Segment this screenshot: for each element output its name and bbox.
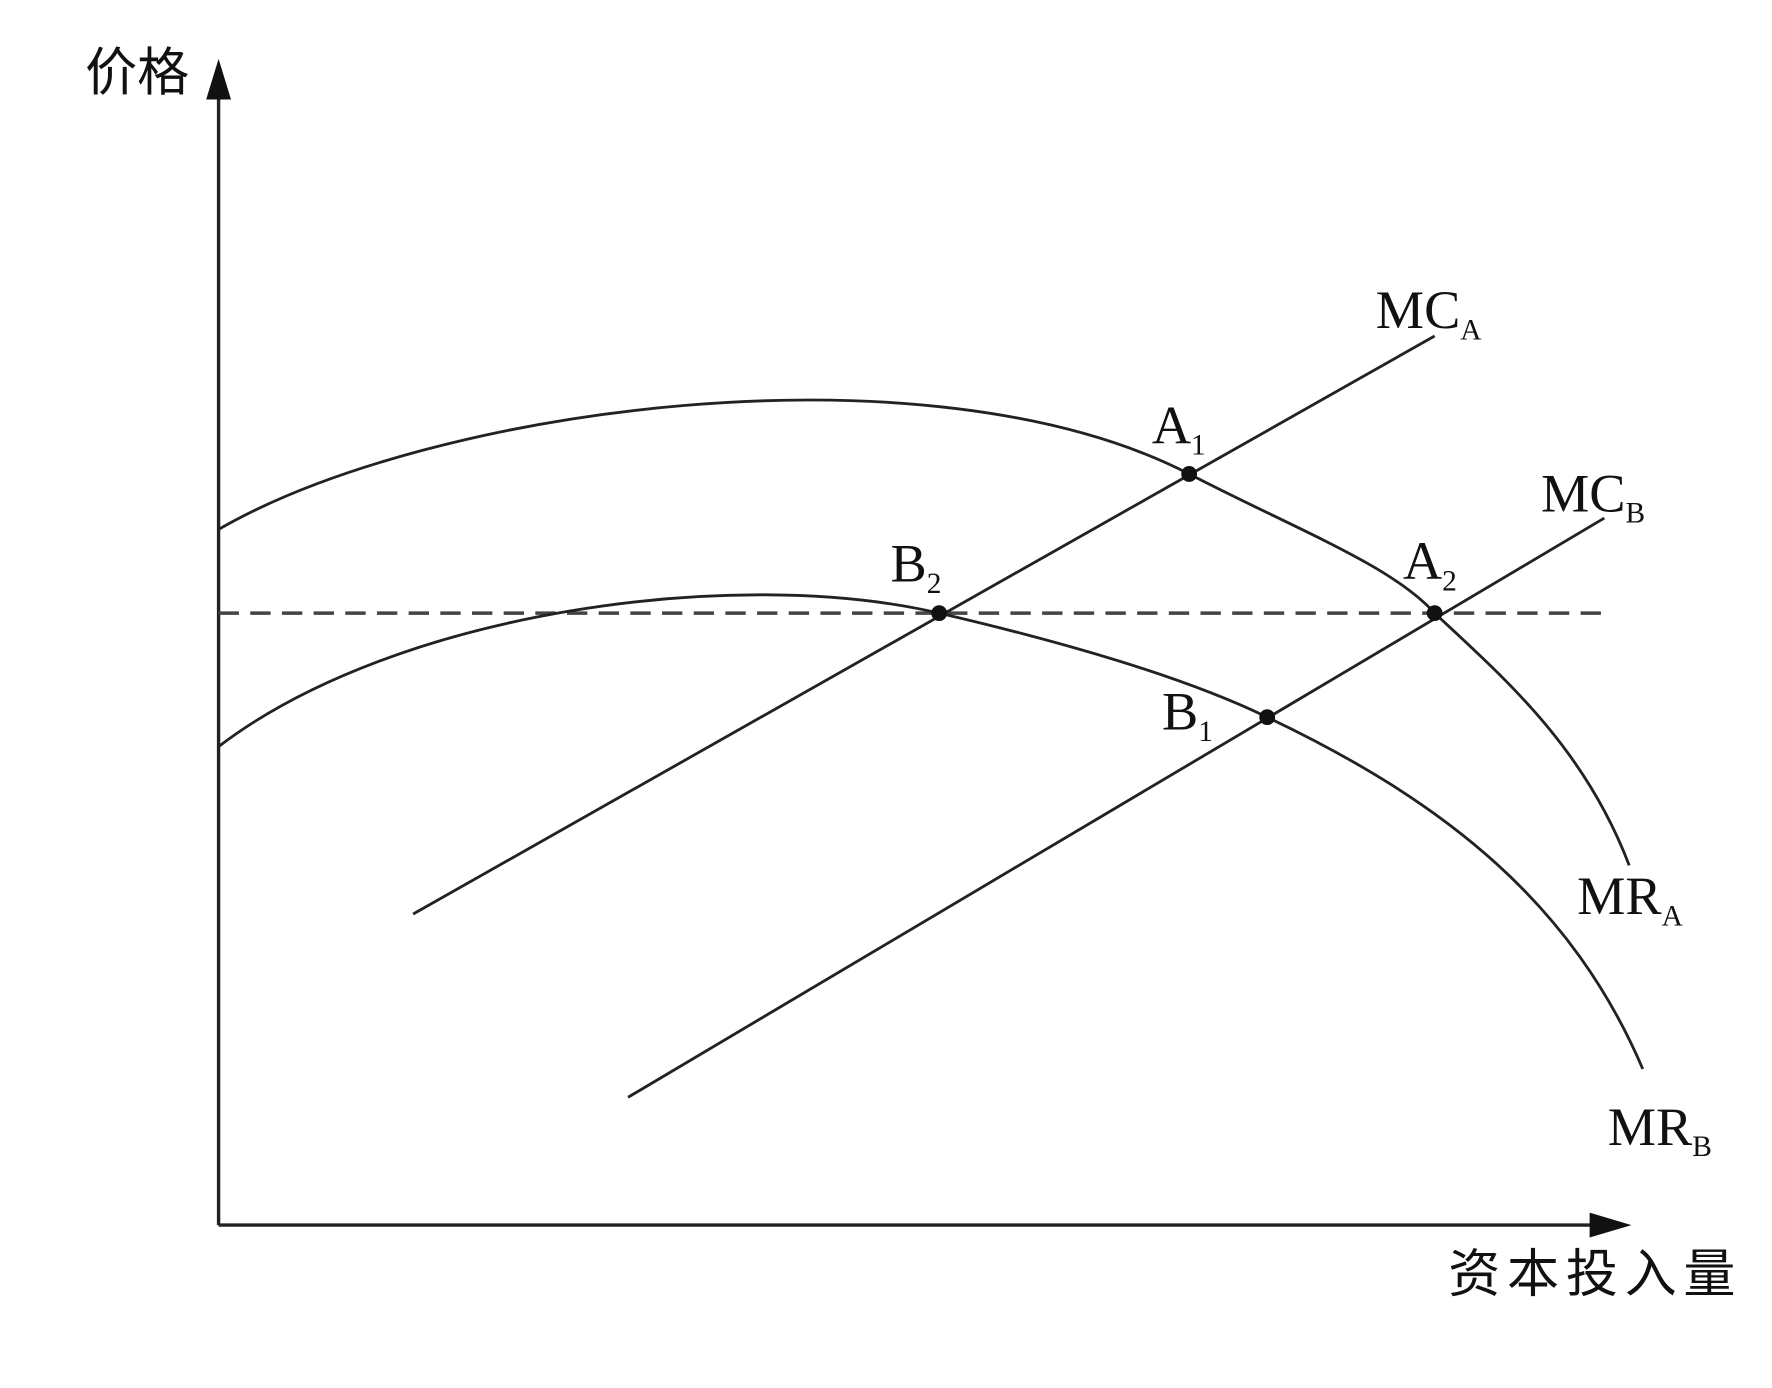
- point-label: B2: [891, 533, 942, 599]
- curve-label: MCA: [1376, 280, 1482, 346]
- point-b1: [1259, 709, 1276, 726]
- label-main: A: [1403, 531, 1442, 591]
- label-sub: 2: [927, 568, 942, 600]
- label-sub: 2: [1442, 565, 1457, 597]
- label-main: MC: [1376, 280, 1460, 340]
- x-axis-arrow: [1589, 1212, 1632, 1238]
- label-main: B: [1162, 682, 1198, 742]
- label-main: MC: [1541, 463, 1625, 523]
- label-main: MR: [1577, 866, 1662, 926]
- mc-a-line: [412, 334, 1436, 916]
- label-main: A: [1152, 395, 1191, 455]
- curve-label: MRA: [1577, 866, 1683, 932]
- point-label: A2: [1403, 531, 1457, 597]
- y-axis-arrow: [206, 58, 232, 100]
- y-axis-label: 价格: [85, 43, 189, 103]
- point-label: B1: [1162, 682, 1213, 748]
- label-sub: B: [1692, 1131, 1712, 1163]
- point-b2: [931, 605, 948, 622]
- label-main: B: [891, 533, 927, 593]
- curve-label: MRB: [1608, 1097, 1712, 1163]
- curve-label: MCB: [1541, 463, 1645, 529]
- label-sub: 1: [1191, 430, 1206, 462]
- point-a1: [1181, 466, 1198, 482]
- point-a2: [1426, 605, 1443, 622]
- x-axis-label: 资本投入量: [1448, 1245, 1742, 1305]
- mr-b-curve: [217, 593, 1645, 1070]
- mc-b-line: [627, 516, 1606, 1099]
- mr-a-curve: [217, 398, 1631, 866]
- point-label: A1: [1152, 395, 1206, 461]
- label-sub: A: [1460, 314, 1482, 346]
- label-main: MR: [1608, 1097, 1693, 1157]
- label-sub: A: [1662, 900, 1684, 932]
- label-sub: 1: [1198, 716, 1213, 748]
- label-sub: B: [1625, 498, 1645, 530]
